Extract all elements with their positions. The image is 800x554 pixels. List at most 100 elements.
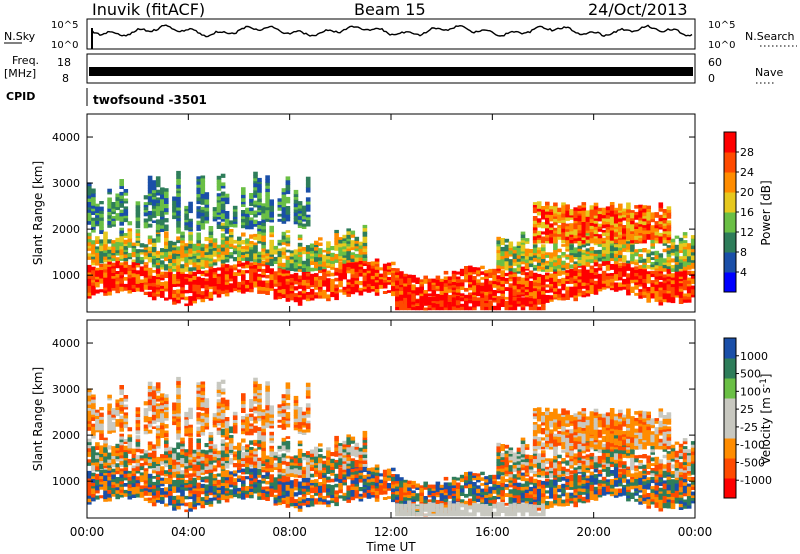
velocity-cell bbox=[273, 466, 279, 470]
power-cell bbox=[532, 295, 538, 300]
power-cell bbox=[674, 251, 680, 254]
velocity-cell bbox=[196, 464, 201, 469]
velocity-cell bbox=[119, 460, 124, 465]
velocity-cell bbox=[208, 464, 214, 468]
power-cell bbox=[585, 239, 591, 244]
power-cell bbox=[180, 267, 185, 272]
power-cell bbox=[358, 266, 364, 270]
power-cell bbox=[358, 254, 364, 258]
power-cell bbox=[180, 237, 185, 241]
velocity-cell bbox=[293, 505, 299, 509]
power-cell bbox=[318, 276, 323, 280]
power-cell bbox=[435, 275, 441, 280]
power-cell bbox=[204, 270, 210, 274]
power-cell bbox=[155, 208, 161, 213]
power-cell bbox=[245, 207, 250, 211]
power-cell bbox=[151, 210, 157, 215]
power-cell bbox=[249, 195, 254, 199]
power-cell bbox=[642, 274, 647, 279]
power-cell bbox=[196, 293, 201, 297]
power-cell bbox=[245, 240, 250, 244]
power-cell bbox=[127, 230, 133, 234]
velocity-cell bbox=[297, 421, 303, 426]
velocity-cell bbox=[289, 468, 295, 474]
power-cell bbox=[253, 204, 258, 208]
power-cell bbox=[670, 238, 676, 243]
power-cell bbox=[573, 286, 578, 290]
velocity-cell bbox=[228, 452, 234, 455]
power-cell bbox=[314, 264, 319, 269]
power-cell bbox=[95, 252, 100, 257]
velocity-cell bbox=[245, 449, 250, 452]
power-cell bbox=[476, 302, 481, 307]
velocity-cell bbox=[249, 449, 254, 454]
power-cell bbox=[188, 271, 193, 275]
velocity-cell bbox=[115, 452, 120, 457]
velocity-cell bbox=[111, 449, 116, 453]
power-cell bbox=[216, 267, 222, 271]
power-cell bbox=[107, 270, 112, 275]
power-cell bbox=[241, 240, 246, 245]
velocity-cell bbox=[164, 443, 169, 448]
power-cell bbox=[249, 234, 254, 239]
velocity-cell bbox=[135, 446, 141, 449]
power-cell bbox=[354, 261, 360, 266]
power-cell bbox=[241, 224, 246, 229]
power-cell bbox=[155, 202, 161, 207]
power-cell bbox=[87, 278, 92, 283]
velocity-cell bbox=[151, 455, 157, 459]
power-cell bbox=[520, 294, 526, 297]
power-cell bbox=[301, 267, 307, 272]
velocity-cell bbox=[192, 487, 197, 491]
power-cell bbox=[577, 272, 583, 277]
power-cell bbox=[399, 278, 404, 282]
velocity-cell bbox=[131, 482, 137, 488]
power-cell bbox=[662, 267, 668, 272]
power-cell bbox=[524, 252, 530, 257]
velocity-cell bbox=[168, 492, 173, 496]
power-cell bbox=[147, 271, 153, 276]
power-cell bbox=[168, 289, 173, 293]
velocity-cell bbox=[196, 442, 201, 447]
power-cell bbox=[561, 281, 566, 284]
power-cell bbox=[666, 267, 672, 271]
power-cell bbox=[115, 249, 120, 254]
power-cell bbox=[172, 293, 177, 298]
velocity-cell bbox=[188, 492, 193, 497]
power-cell bbox=[605, 281, 611, 286]
velocity-cell bbox=[269, 493, 274, 497]
power-cell bbox=[326, 273, 331, 277]
velocity-cell bbox=[281, 447, 287, 451]
velocity-cell bbox=[172, 447, 177, 452]
velocity-cell bbox=[123, 489, 129, 494]
power-cell bbox=[549, 205, 554, 210]
power-cell bbox=[293, 256, 299, 260]
velocity-cell bbox=[200, 390, 206, 396]
velocity-cell bbox=[123, 492, 129, 497]
power-cell bbox=[176, 276, 181, 279]
velocity-cell bbox=[265, 496, 270, 501]
power-cell bbox=[127, 287, 133, 291]
power-cell bbox=[403, 288, 408, 292]
velocity-cell bbox=[314, 452, 319, 457]
velocity-cell bbox=[95, 418, 100, 422]
power-cell bbox=[95, 214, 100, 218]
power-cell bbox=[91, 205, 96, 209]
velocity-cell bbox=[87, 441, 92, 446]
velocity-cell bbox=[127, 447, 133, 451]
power-cell bbox=[155, 257, 161, 260]
power-cell bbox=[232, 247, 238, 251]
power-cell bbox=[613, 286, 619, 290]
velocity-cell bbox=[253, 470, 258, 475]
power-cell bbox=[103, 287, 108, 291]
power-cell bbox=[249, 277, 254, 281]
power-cell bbox=[305, 258, 311, 263]
velocity-cell bbox=[273, 499, 279, 504]
power-cell bbox=[690, 278, 696, 281]
power-cell bbox=[642, 291, 647, 296]
power-cell bbox=[245, 225, 250, 230]
power-cell bbox=[666, 278, 672, 282]
velocity-cell bbox=[200, 460, 206, 464]
power-cell bbox=[589, 282, 595, 286]
power-cell bbox=[690, 259, 696, 263]
